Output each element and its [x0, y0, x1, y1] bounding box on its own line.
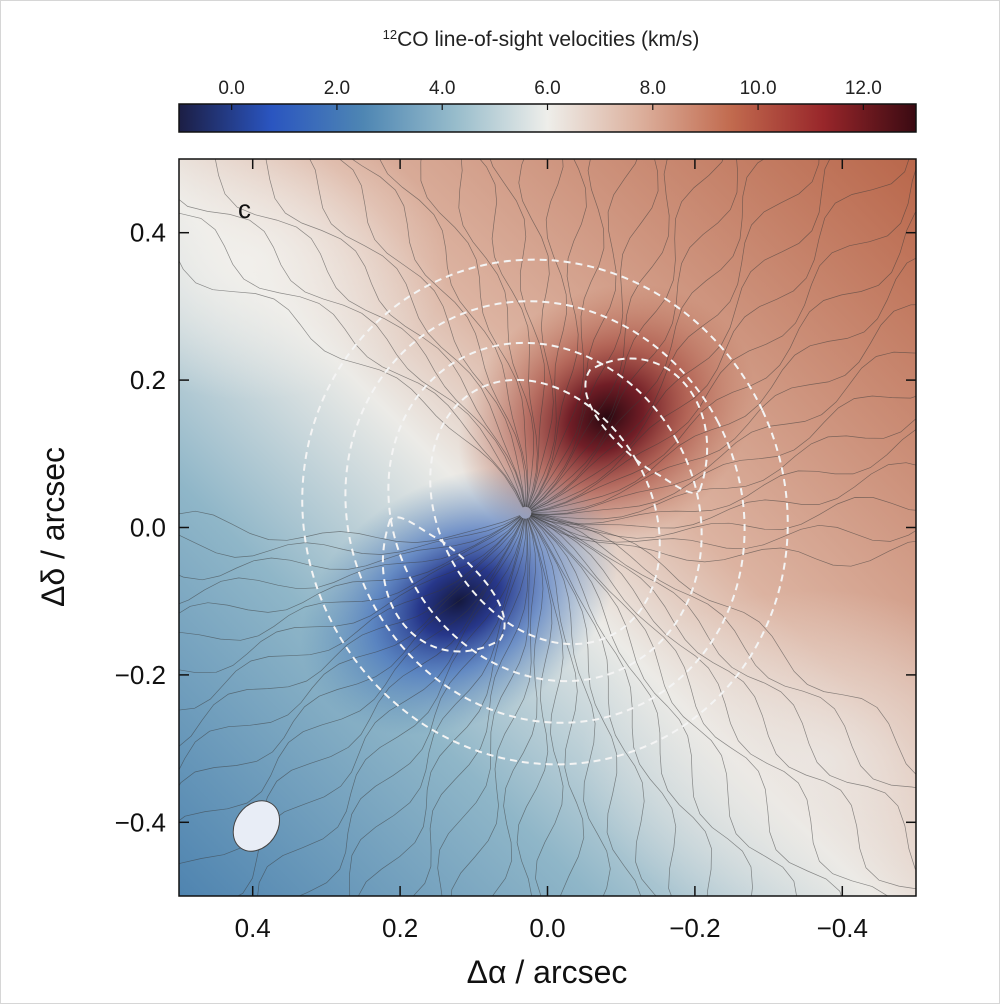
velocity-map-systemic-region-sw: [580, 590, 916, 896]
y-tick-label: 0.0: [130, 513, 166, 543]
velocity-isocontour: [458, 159, 657, 896]
continuum-contour-2: [344, 300, 746, 724]
colorbar-tick-label: 6.0: [534, 78, 560, 99]
velocity-isocontour: [179, 304, 916, 747]
panel-label: c: [238, 194, 251, 224]
continuum-contour-inner-blue: [381, 516, 506, 653]
velocity-map-systemic-region-ne: [179, 159, 450, 400]
y-tick-label: −0.4: [115, 807, 166, 837]
colorbar-title-superscript: 12: [383, 27, 397, 42]
velocity-isocontour: [379, 159, 712, 896]
velocity-isocontour: [237, 159, 831, 896]
beam-ellipse: [232, 800, 281, 852]
velocity-isocontour: [179, 260, 916, 775]
x-tick-label: −0.4: [817, 913, 868, 943]
velocity-isocontour: [309, 159, 842, 896]
colorbar-ticks: 0.0 2.0 4.0 6.0 8.0 10.0 12.0: [218, 78, 882, 110]
continuum-contours: [301, 258, 789, 766]
colorbar: 0.0 2.0 4.0 6.0 8.0 10.0 12.0: [178, 78, 917, 133]
x-tick-label: 0.0: [529, 913, 565, 943]
velocity-isocontour: [479, 159, 642, 896]
velocity-isocontour: [179, 510, 916, 567]
velocity-isocontour: [518, 159, 585, 896]
velocity-isocontour: [179, 395, 916, 674]
velocity-isocontour: [214, 159, 916, 890]
colorbar-tick-label: 12.0: [845, 78, 882, 99]
velocity-isocontour: [179, 257, 916, 771]
continuum-contour-inner-red: [584, 357, 709, 494]
velocity-isocontour: [179, 418, 916, 641]
velocity-isocontour: [298, 159, 765, 896]
x-tick-label: 0.4: [235, 913, 271, 943]
velocity-isocontour: [179, 199, 916, 871]
continuum-contour-3: [387, 341, 703, 683]
x-axis-title: Δα / arcsec: [467, 954, 628, 990]
continuum-contour-1: [301, 258, 789, 766]
colorbar-tick-label: 10.0: [740, 78, 777, 99]
velocity-isocontour: [179, 497, 916, 581]
velocity-isocontour: [489, 159, 611, 896]
velocity-isocontour: [179, 213, 916, 789]
velocity-isocontour: [179, 428, 916, 614]
velocity-isocontour: [179, 462, 916, 605]
x-tick-label: −0.2: [669, 913, 720, 943]
axis-ticks: 0.4 0.2 0.0 −0.2 −0.4 0.4 0.2 0.0 −0.2 −0.4: [115, 159, 916, 943]
velocity-isocontour: [437, 159, 659, 896]
colorbar-title-text: CO line-of-sight velocities (km/s): [397, 28, 699, 51]
velocity-isocontour: [179, 211, 916, 787]
colorbar-title: 12CO line-of-sight velocities (km/s): [383, 27, 700, 52]
velocity-isocontour: [257, 159, 820, 896]
colorbar-tick-label: 2.0: [324, 78, 350, 99]
velocity-isocontour: [491, 159, 605, 896]
y-tick-label: 0.4: [130, 218, 166, 248]
colorbar-tick-label: 0.0: [218, 78, 244, 99]
colorbar-tick-label: 8.0: [640, 78, 666, 99]
velocity-isocontour: [420, 159, 677, 896]
velocity-isocontour: [351, 159, 753, 896]
y-tick-label: 0.2: [130, 365, 166, 395]
y-tick-label: −0.2: [115, 660, 166, 690]
velocity-isocontour: [349, 159, 738, 896]
x-tick-label: 0.2: [382, 913, 418, 943]
y-axis-title: Δδ / arcsec: [35, 447, 71, 607]
colorbar-tick-label: 4.0: [429, 78, 455, 99]
velocity-isocontour: [527, 159, 567, 896]
velocity-isocontour: [338, 159, 797, 896]
velocity-isocontour: [179, 351, 916, 711]
velocity-isocontour: [179, 515, 916, 558]
velocity-isocontour: [265, 159, 889, 896]
